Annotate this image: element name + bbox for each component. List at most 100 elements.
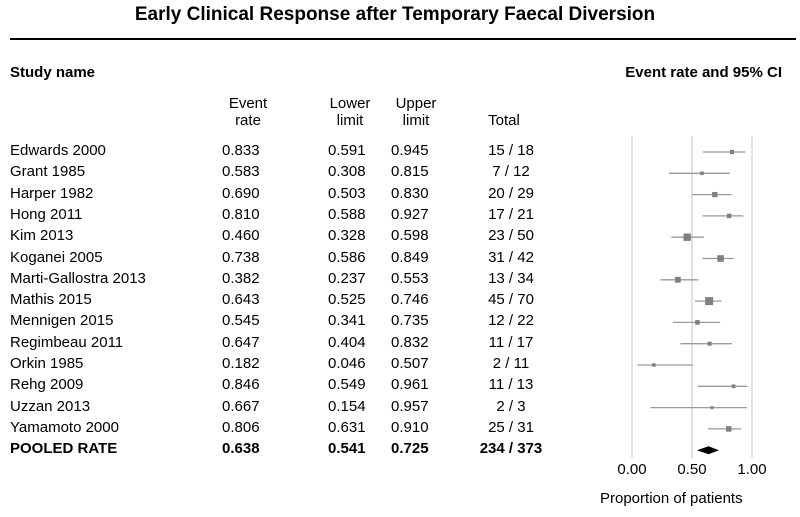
upper-limit-cell: 0.735: [391, 312, 429, 330]
study-marker: [705, 297, 714, 306]
event-rate-header: Event rate: [222, 95, 274, 129]
lower-limit-header: Lower limit: [322, 95, 378, 129]
pooled-row: POOLED RATE 0.638 0.541 0.725 234 / 373: [0, 440, 560, 461]
study-row: Koganei 2005 0.738 0.586 0.849 31 / 42: [0, 249, 560, 270]
upper-limit-cell: 0.910: [391, 418, 429, 436]
study-row: Rehg 2009 0.846 0.549 0.961 11 / 13: [0, 376, 560, 397]
study-name-cell: Mennigen 2015: [10, 312, 114, 330]
chart-title: Early Clinical Response after Temporary …: [134, 4, 656, 25]
event-rate-cell: 0.806: [222, 418, 260, 436]
study-marker: [729, 149, 735, 155]
study-marker: [712, 191, 718, 198]
x-tick-label: 1.00: [737, 461, 766, 478]
ci-header: Event rate and 95% CI: [625, 64, 782, 81]
total-cell: 25 / 31: [488, 418, 534, 436]
study-marker: [695, 320, 700, 325]
lower-limit-cell: 0.328: [328, 227, 366, 245]
study-marker: [710, 406, 714, 410]
event-rate-cell: 0.667: [222, 397, 260, 415]
study-row: Marti-Gallostra 2013 0.382 0.237 0.553 13 / …: [0, 270, 560, 291]
upper-limit-header: Upper limit: [387, 95, 445, 129]
study-row: Uzzan 2013 0.667 0.154 0.957 2 / 3: [0, 398, 560, 419]
study-marker: [652, 363, 656, 367]
study-marker: [707, 341, 712, 346]
lower-limit-cell: 0.154: [328, 397, 366, 415]
study-row: Regimbeau 2011 0.647 0.404 0.832 11 / 17: [0, 334, 560, 355]
study-row: Mennigen 2015 0.545 0.341 0.735 12 / 22: [0, 312, 560, 333]
event-rate-cell: 0.638: [222, 440, 260, 458]
study-name-cell: Mathis 2015: [10, 291, 92, 309]
upper-limit-header-line1: Upper: [395, 95, 437, 112]
study-name-cell: Kim 2013: [10, 227, 74, 245]
study-name-cell: Orkin 1985: [10, 355, 84, 372]
study-name-cell: Harper 1982: [10, 184, 94, 202]
event-rate-cell: 0.182: [222, 355, 260, 372]
upper-limit-cell: 0.849: [391, 248, 429, 266]
study-row: Edwards 2000 0.833 0.591 0.945 15 / 18: [0, 142, 560, 163]
lower-limit-cell: 0.404: [328, 333, 366, 351]
event-rate-cell: 0.382: [222, 269, 260, 287]
total-cell: 45 / 70: [488, 291, 534, 309]
pooled-diamond: [696, 446, 719, 455]
x-axis-label: Proportion of patients: [600, 490, 743, 507]
study-name-cell: Hong 2011: [10, 205, 83, 223]
study-name-cell: Rehg 2009: [10, 376, 84, 394]
study-marker: [674, 276, 681, 283]
event-rate-cell: 0.647: [222, 333, 260, 351]
study-name-cell: POOLED RATE: [10, 440, 118, 458]
study-marker: [731, 384, 736, 389]
upper-limit-cell: 0.815: [391, 163, 429, 181]
study-row: Yamamoto 2000 0.806 0.631 0.910 25 / 31: [0, 419, 560, 440]
study-marker: [683, 233, 691, 241]
study-row: Kim 2013 0.460 0.328 0.598 23 / 50: [0, 227, 560, 248]
total-cell: 20 / 29: [488, 184, 534, 202]
study-name-cell: Grant 1985: [10, 163, 86, 181]
lower-limit-cell: 0.046: [328, 355, 366, 372]
upper-limit-cell: 0.961: [391, 376, 429, 394]
total-cell: 15 / 18: [488, 142, 534, 159]
total-cell: 7 / 12: [492, 163, 530, 181]
study-name-cell: Regimbeau 2011: [10, 333, 124, 351]
lower-limit-header-line2: limit: [336, 112, 364, 129]
event-rate-header-line1: Event: [228, 95, 268, 112]
upper-limit-header-line2: limit: [402, 112, 430, 129]
event-rate-cell: 0.460: [222, 227, 260, 245]
total-cell: 11 / 17: [488, 333, 534, 351]
total-cell: 2 / 11: [492, 355, 530, 372]
lower-limit-cell: 0.308: [328, 163, 366, 181]
study-row: Harper 1982 0.690 0.503 0.830 20 / 29: [0, 185, 560, 206]
upper-limit-cell: 0.927: [391, 205, 429, 223]
total-cell: 31 / 42: [488, 248, 534, 266]
event-rate-header-line2: rate: [235, 112, 261, 129]
total-cell: 17 / 21: [488, 205, 534, 223]
study-marker: [726, 213, 732, 219]
total-cell: 2 / 3: [496, 397, 526, 415]
upper-limit-cell: 0.507: [391, 355, 429, 372]
event-rate-cell: 0.846: [222, 376, 260, 394]
lower-limit-cell: 0.237: [328, 269, 366, 287]
study-row: Orkin 1985 0.182 0.046 0.507 2 / 11: [0, 355, 560, 376]
lower-limit-cell: 0.541: [328, 440, 366, 458]
total-cell: 23 / 50: [488, 227, 534, 245]
total-cell: 12 / 22: [488, 312, 534, 330]
lower-limit-cell: 0.503: [328, 184, 366, 202]
upper-limit-cell: 0.957: [391, 397, 429, 415]
event-rate-cell: 0.643: [222, 291, 260, 309]
upper-limit-cell: 0.598: [391, 227, 429, 245]
upper-limit-cell: 0.832: [391, 333, 429, 351]
event-rate-cell: 0.583: [222, 163, 260, 181]
study-name-header: Study name: [10, 64, 96, 81]
study-marker: [717, 255, 724, 262]
study-name-cell: Marti-Gallostra 2013: [10, 269, 146, 287]
total-header: Total: [488, 112, 520, 129]
study-row: Hong 2011 0.810 0.588 0.927 17 / 21: [0, 206, 560, 227]
total-cell: 13 / 34: [488, 269, 534, 287]
event-rate-cell: 0.690: [222, 184, 260, 202]
upper-limit-cell: 0.746: [391, 291, 429, 309]
lower-limit-cell: 0.586: [328, 248, 366, 266]
lower-limit-cell: 0.591: [328, 142, 366, 159]
lower-limit-cell: 0.549: [328, 376, 366, 394]
upper-limit-cell: 0.553: [391, 269, 429, 287]
title-rule: [10, 38, 796, 40]
